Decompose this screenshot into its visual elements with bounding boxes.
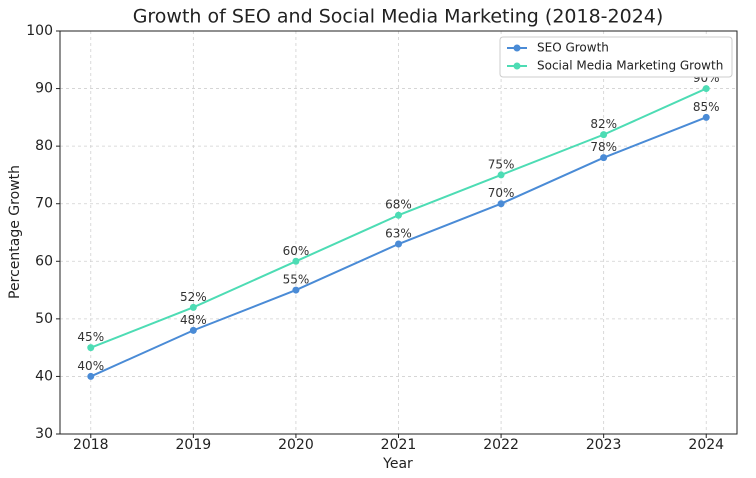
x-axis-label: Year bbox=[382, 456, 413, 472]
y-tick-label: 70 bbox=[35, 196, 53, 212]
point bbox=[497, 200, 505, 208]
value-label: 75% bbox=[488, 157, 515, 171]
value-label: 52% bbox=[180, 290, 207, 304]
value-label: 70% bbox=[488, 186, 515, 200]
y-tick-label: 100 bbox=[26, 23, 53, 39]
y-tick-label: 90 bbox=[35, 81, 53, 97]
point bbox=[189, 303, 197, 311]
value-label: 55% bbox=[283, 273, 310, 287]
point bbox=[189, 326, 197, 334]
value-label: 48% bbox=[180, 313, 207, 327]
y-axis-label: Percentage Growth bbox=[7, 165, 23, 299]
point bbox=[600, 154, 608, 162]
x-tick-label: 2021 bbox=[381, 437, 417, 453]
y-tick-label: 40 bbox=[35, 368, 53, 384]
value-label: 68% bbox=[385, 198, 412, 212]
y-tick-label: 80 bbox=[35, 138, 53, 154]
value-label: 82% bbox=[590, 117, 617, 131]
legend-label: SEO Growth bbox=[537, 41, 609, 55]
x-tick-label: 2024 bbox=[688, 437, 724, 453]
point bbox=[87, 344, 95, 352]
legend-marker bbox=[513, 44, 521, 52]
value-label: 40% bbox=[77, 359, 104, 373]
x-tick-label: 2020 bbox=[278, 437, 314, 453]
value-label: 45% bbox=[77, 330, 104, 344]
x-tick-label: 2022 bbox=[483, 437, 519, 453]
grid: 30 40 50 60 70 80 90 100 2018 2019 2020 2021 2022 202… bbox=[26, 23, 737, 453]
point bbox=[600, 131, 608, 139]
x-tick-label: 2019 bbox=[176, 437, 212, 453]
legend-marker bbox=[513, 62, 521, 70]
y-tick-label: 30 bbox=[35, 426, 53, 442]
point bbox=[292, 257, 300, 265]
point bbox=[87, 372, 95, 380]
x-tick-label: 2023 bbox=[586, 437, 622, 453]
x-tick-label: 2018 bbox=[73, 437, 109, 453]
value-label: 63% bbox=[385, 227, 412, 241]
point bbox=[702, 113, 710, 121]
plot-frame bbox=[59, 30, 738, 435]
value-label: 78% bbox=[590, 140, 617, 154]
value-label: 60% bbox=[283, 244, 310, 258]
y-tick-label: 50 bbox=[35, 311, 53, 327]
y-tick-label: 60 bbox=[35, 253, 53, 269]
chart-title: Growth of SEO and Social Media Marketing… bbox=[133, 6, 664, 28]
legend-label: Social Media Marketing Growth bbox=[537, 59, 723, 73]
point bbox=[292, 286, 300, 294]
legend-box bbox=[499, 36, 733, 78]
value-label: 85% bbox=[693, 100, 720, 114]
legend: SEO Growth Social Media Marketing Growth bbox=[499, 36, 733, 78]
point bbox=[395, 240, 402, 248]
point bbox=[497, 171, 505, 179]
point bbox=[395, 211, 402, 219]
point bbox=[702, 85, 710, 93]
